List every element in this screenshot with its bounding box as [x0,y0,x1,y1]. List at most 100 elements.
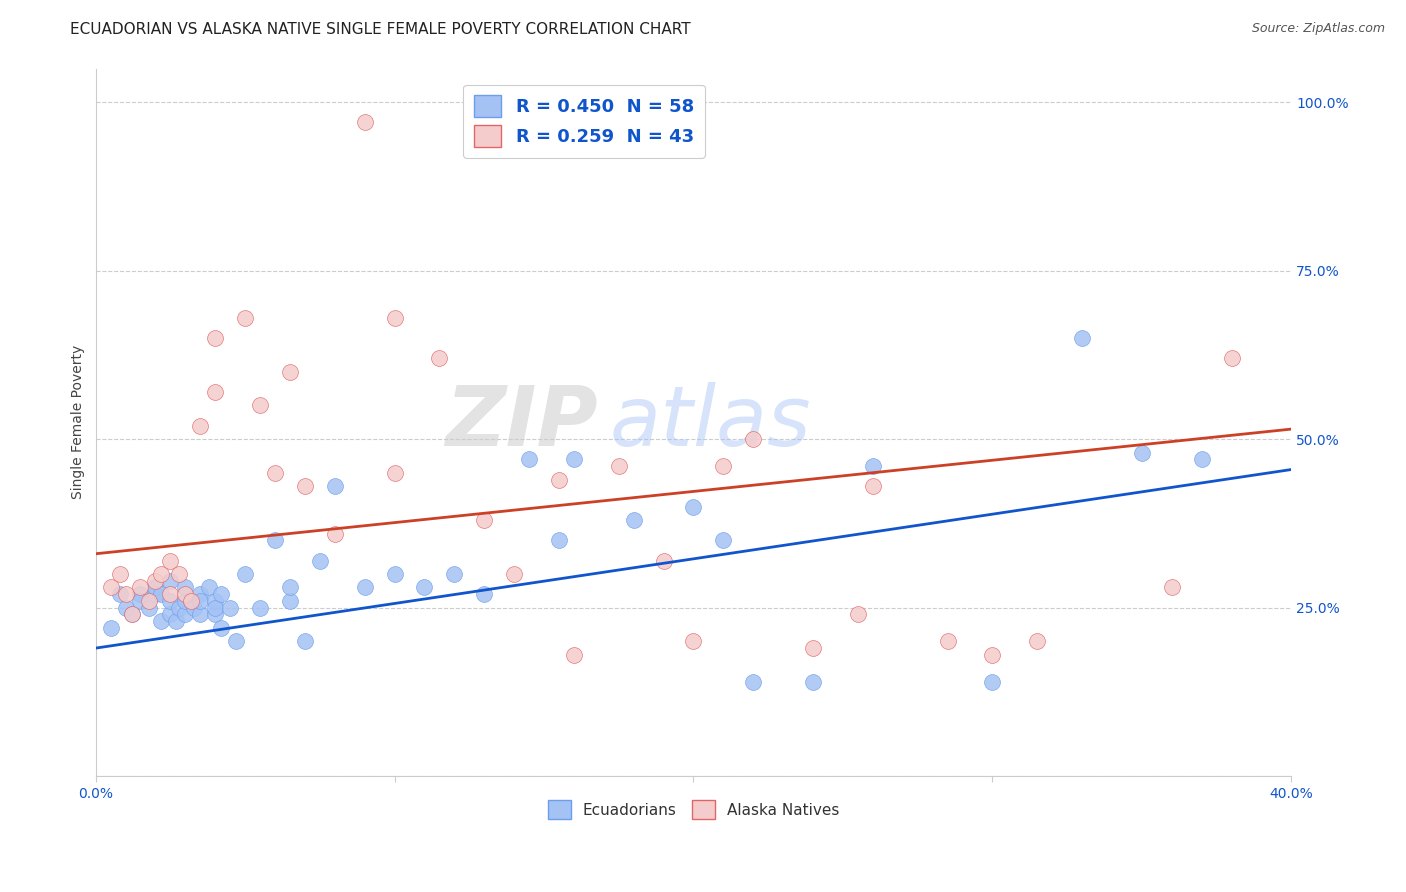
Point [145,581,167,595]
Point [1026,634,1049,648]
Point [294,634,316,648]
Point [233,310,256,325]
Point [517,452,540,467]
Point [188,587,211,601]
Point [801,641,824,656]
Point [353,115,375,129]
Legend: Ecuadorians, Alaska Natives: Ecuadorians, Alaska Natives [541,794,845,825]
Point [183,600,205,615]
Point [323,479,346,493]
Point [472,513,495,527]
Point [129,581,152,595]
Point [204,331,226,345]
Point [209,587,232,601]
Point [713,533,735,548]
Point [159,607,181,622]
Point [443,566,465,581]
Point [204,600,226,615]
Point [607,459,630,474]
Point [278,581,301,595]
Point [169,566,191,581]
Point [198,581,221,595]
Point [188,607,211,622]
Point [353,581,375,595]
Point [472,587,495,601]
Point [981,648,1004,662]
Point [249,600,271,615]
Text: ECUADORIAN VS ALASKA NATIVE SINGLE FEMALE POVERTY CORRELATION CHART: ECUADORIAN VS ALASKA NATIVE SINGLE FEMAL… [70,22,690,37]
Point [209,621,232,635]
Point [384,466,406,480]
Point [308,553,330,567]
Point [188,418,211,433]
Point [1160,581,1182,595]
Point [742,674,765,689]
Point [100,621,122,635]
Point [278,594,301,608]
Point [264,466,287,480]
Point [1220,351,1243,366]
Point [742,432,765,446]
Point [278,365,301,379]
Point [114,600,136,615]
Point [174,607,197,622]
Point [846,607,869,622]
Text: ZIP: ZIP [446,382,598,463]
Point [204,384,226,399]
Point [682,634,704,648]
Point [145,587,167,601]
Point [180,594,202,608]
Point [981,674,1004,689]
Point [652,553,675,567]
Point [150,587,173,601]
Point [204,594,226,608]
Point [384,310,406,325]
Point [159,574,181,588]
Point [159,587,181,601]
Point [204,607,226,622]
Point [264,533,287,548]
Point [100,581,122,595]
Text: Source: ZipAtlas.com: Source: ZipAtlas.com [1251,22,1385,36]
Point [548,533,571,548]
Y-axis label: Single Female Poverty: Single Female Poverty [72,345,86,500]
Point [121,607,143,622]
Point [562,452,585,467]
Point [623,513,645,527]
Point [429,351,451,366]
Point [150,614,173,628]
Point [548,473,571,487]
Point [114,587,136,601]
Point [108,587,131,601]
Point [138,600,160,615]
Point [174,594,197,608]
Point [1130,445,1153,459]
Point [138,594,160,608]
Point [145,574,167,588]
Point [294,479,316,493]
Point [249,399,271,413]
Point [1191,452,1213,467]
Point [174,587,197,601]
Point [1071,331,1094,345]
Point [169,600,191,615]
Point [862,479,884,493]
Point [129,587,152,601]
Point [503,566,526,581]
Point [188,594,211,608]
Point [384,566,406,581]
Point [862,459,884,474]
Point [801,674,824,689]
Point [174,581,197,595]
Point [165,614,187,628]
Point [562,648,585,662]
Point [713,459,735,474]
Point [323,526,346,541]
Point [682,500,704,514]
Point [219,600,242,615]
Point [150,566,173,581]
Point [108,566,131,581]
Point [129,594,152,608]
Point [225,634,247,648]
Text: atlas: atlas [610,382,811,463]
